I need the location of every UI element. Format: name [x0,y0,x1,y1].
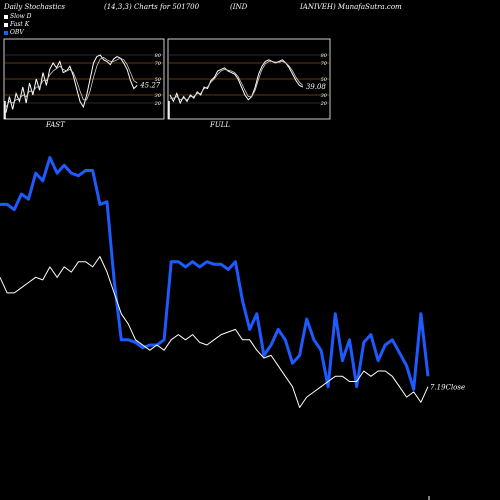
tick-label: 50 [155,77,162,83]
tick-label: 20 [154,101,162,107]
tick-label: 70 [321,61,328,67]
obv-line [0,156,430,391]
tick-label: 70 [155,61,162,67]
legend-slow-d: Slow D [4,13,32,20]
stoch-value-label: 45.27 [139,81,161,89]
header-params: (14,3,3) Charts for 501700 [104,3,200,11]
legend-label: Fast K [10,21,30,28]
stoch-slow-d-line [170,60,304,101]
legend-swatch [4,30,8,35]
stoch-value-label: 39.08 [306,83,327,91]
tick-label: 30 [155,93,162,99]
close-line [0,256,429,408]
close-annotation: 7.19Close [430,384,465,392]
legend-obv: OBV [4,29,24,36]
legend-label: Slow D [10,13,32,20]
legend-swatch [4,22,8,27]
tick-label: 30 [321,93,328,99]
full-panel-label: FULL [210,121,231,129]
fast-panel-label: FAST [46,121,65,129]
tick-label: 20 [320,101,328,107]
header-symbol: (IND [230,3,248,11]
legend-swatch [4,14,8,19]
tick-label: 80 [155,53,162,59]
legend-label: OBV [10,29,24,36]
header-left: Daily Stochastics [4,3,66,11]
tick-label: 80 [321,53,328,59]
header-right: IANIVEH) MunafaSutra.com [300,3,402,11]
tick-label: 50 [321,77,328,83]
legend-fast-k: Fast K [4,21,29,28]
stoch-slow-d-line [5,56,138,108]
